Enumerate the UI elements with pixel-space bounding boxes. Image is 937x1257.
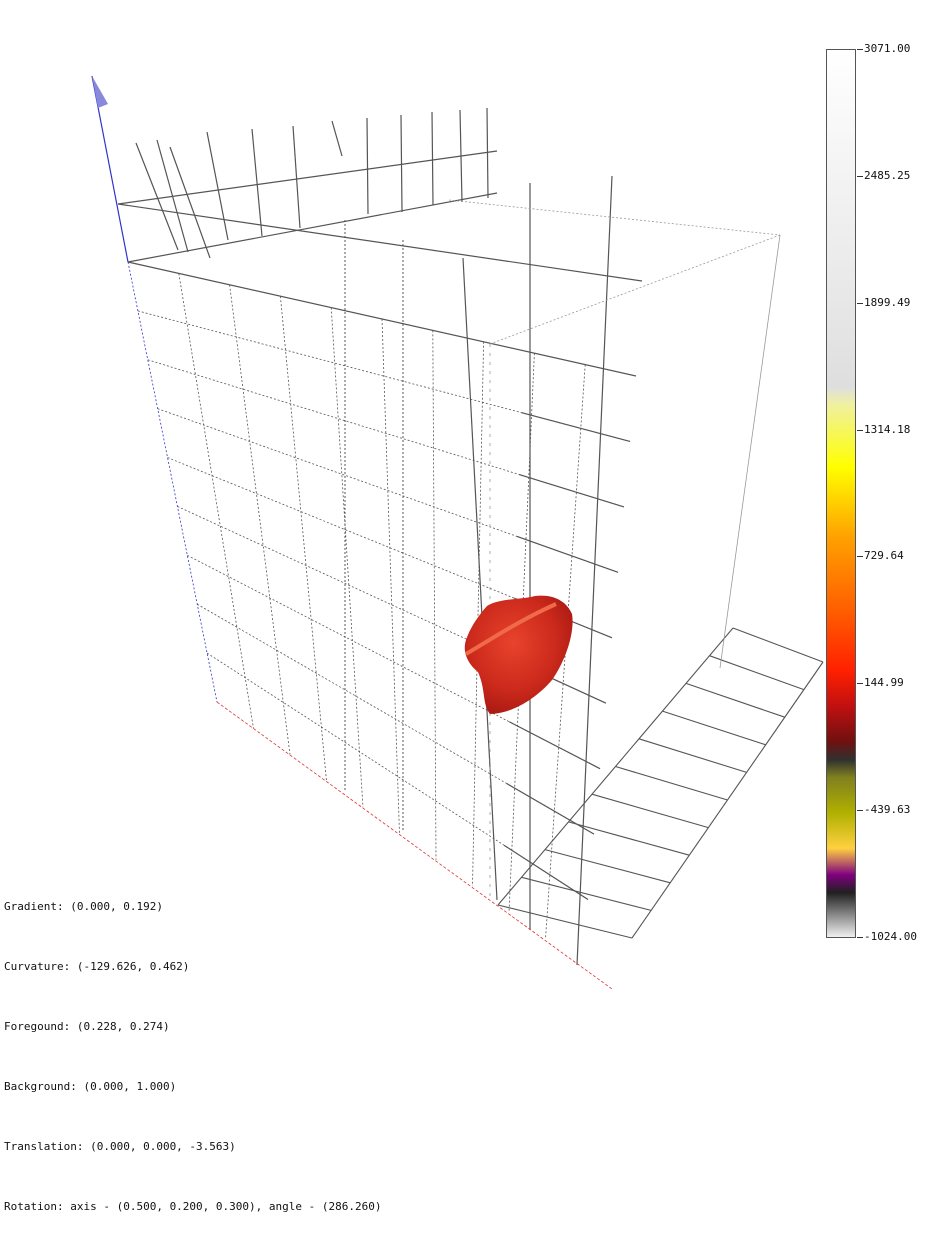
colorbar-tick-label: 3071.00 xyxy=(864,42,911,55)
wall-grid-line xyxy=(157,408,619,573)
wall-grid-line xyxy=(472,341,484,887)
colorbar-tick-mark xyxy=(857,302,863,304)
floor-grid-line xyxy=(709,655,805,691)
colorbar-gradient xyxy=(826,49,856,938)
top-grid-line xyxy=(117,203,643,282)
box-edge xyxy=(448,199,781,236)
floor-grid-line xyxy=(662,710,766,746)
top-vertical-line xyxy=(251,128,263,237)
top-vertical-line xyxy=(156,139,189,253)
grid-tick-line xyxy=(519,473,625,508)
floor-grid-line xyxy=(591,793,709,829)
floor-grid-line xyxy=(497,904,633,939)
top-vertical-line xyxy=(400,114,403,213)
axes xyxy=(91,75,613,989)
grid-edge-line xyxy=(127,261,637,377)
colorbar-tick-mark xyxy=(857,937,863,938)
grid-lines xyxy=(117,107,824,966)
top-vertical-line xyxy=(135,142,179,251)
colorbar-tick-label: -439.63 xyxy=(864,803,911,817)
front-vertical-line xyxy=(576,175,613,966)
colorbar-tick-mark xyxy=(857,429,863,431)
top-vertical-line xyxy=(206,131,229,241)
top-vertical-line xyxy=(292,125,301,229)
x-axis-line xyxy=(216,701,613,989)
colorbar-tick-label: 1899.49 xyxy=(864,295,911,309)
colorbar-tick-label: 729.64 xyxy=(864,549,904,563)
grid-tick-line xyxy=(506,783,595,835)
floor-grid-line xyxy=(631,661,824,939)
wall-grid-line xyxy=(330,307,364,808)
volume-render-viewport[interactable]: 3071.00 2485.25 1899.49 1314.18 729.64 144.99… xyxy=(0,0,937,1214)
rendered-volume-object xyxy=(464,595,573,714)
floor-grid-line xyxy=(521,876,652,911)
floor-grid-line xyxy=(568,821,690,856)
translation-readout: Translation: (0.000, 0.000, -3.563) xyxy=(4,1140,236,1153)
grid-tick-line xyxy=(516,535,619,573)
foreground-readout: Foregound: (0.228, 0.274) xyxy=(4,1020,170,1033)
wall-grid-line xyxy=(381,318,400,834)
floor-grid-line xyxy=(497,627,734,906)
floor-grid-line xyxy=(615,765,728,801)
3d-scene[interactable] xyxy=(0,0,937,989)
curvature-readout: Curvature: (-129.626, 0.462) xyxy=(4,960,190,973)
top-vertical-line xyxy=(459,109,463,203)
info-overlay: Gradient: (0.000, 0.192) Curvature: (-12… xyxy=(4,857,382,1257)
colorbar-tick-mark xyxy=(857,683,863,685)
wall-grid-line xyxy=(178,273,254,729)
colorbar-tick-mark xyxy=(857,810,863,812)
grid-tick-line xyxy=(508,721,601,770)
colorbar-tick-label: -1024.00 xyxy=(864,930,917,943)
wall-edge-line xyxy=(127,261,218,703)
wall-grid-line xyxy=(147,359,625,508)
gradient-readout: Gradient: (0.000, 0.192) xyxy=(4,900,163,913)
bounding-box xyxy=(448,199,781,900)
top-vertical-line xyxy=(366,117,369,215)
blob-body xyxy=(464,595,573,714)
colorbar-tick-mark xyxy=(857,556,863,558)
colorbar-tick-label: 144.99 xyxy=(864,676,904,690)
box-edge xyxy=(489,234,781,345)
wall-grid-line xyxy=(229,284,291,755)
top-vertical-line xyxy=(331,120,343,157)
wall-grid-line xyxy=(432,330,437,860)
colorbar xyxy=(826,49,856,938)
top-vertical-line xyxy=(169,146,211,259)
top-vertical-line xyxy=(486,107,489,199)
blob-highlight xyxy=(464,602,557,656)
background-readout: Background: (0.000, 1.000) xyxy=(4,1080,177,1093)
floor-grid-line xyxy=(544,849,671,884)
top-grid-line xyxy=(127,192,498,263)
wall-grid-line xyxy=(187,554,601,770)
z-axis-arrow xyxy=(92,76,108,108)
top-vertical-line xyxy=(431,111,434,206)
wall-grid-line xyxy=(280,296,327,781)
colorbar-tick-label: 1314.18 xyxy=(864,422,911,436)
colorbar-tick-label: 2485.25 xyxy=(864,168,911,182)
floor-grid-line xyxy=(732,627,824,663)
floor-grid-line xyxy=(638,738,747,773)
top-grid-line xyxy=(117,150,498,205)
rotation-readout: Rotation: axis - (0.500, 0.200, 0.300), … xyxy=(4,1200,382,1213)
colorbar-tick-mark xyxy=(857,49,863,50)
grid-tick-line xyxy=(521,412,631,443)
front-vertical-line xyxy=(462,257,498,901)
floor-grid-line xyxy=(685,682,785,718)
colorbar-tick-mark xyxy=(857,175,863,177)
box-edge xyxy=(719,234,781,669)
